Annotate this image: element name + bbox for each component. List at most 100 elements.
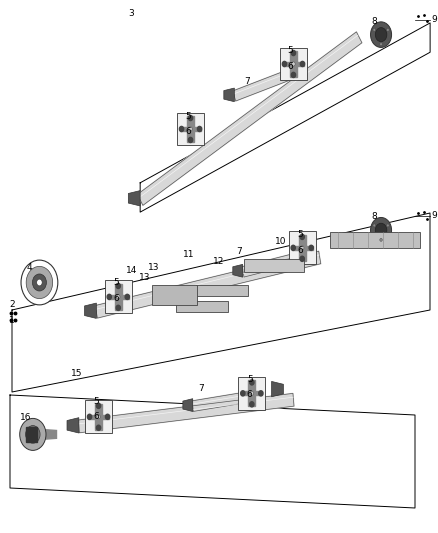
Circle shape	[291, 72, 296, 77]
Text: 9: 9	[431, 15, 438, 24]
Text: 7: 7	[198, 384, 205, 392]
Circle shape	[116, 284, 120, 288]
FancyBboxPatch shape	[85, 400, 112, 433]
Polygon shape	[224, 88, 234, 102]
Circle shape	[250, 380, 254, 385]
Circle shape	[125, 294, 129, 300]
Circle shape	[300, 61, 304, 67]
Text: 6: 6	[185, 127, 191, 135]
Circle shape	[189, 127, 192, 131]
Polygon shape	[242, 253, 299, 277]
Text: 8: 8	[371, 17, 377, 26]
Circle shape	[291, 245, 295, 251]
FancyBboxPatch shape	[176, 301, 228, 312]
Circle shape	[180, 126, 184, 132]
Polygon shape	[88, 404, 109, 430]
Polygon shape	[183, 399, 193, 411]
Circle shape	[20, 418, 46, 450]
Circle shape	[259, 391, 263, 396]
FancyBboxPatch shape	[105, 280, 132, 313]
Circle shape	[300, 256, 304, 261]
Circle shape	[373, 28, 375, 31]
Circle shape	[375, 28, 387, 42]
Text: 11: 11	[183, 251, 194, 259]
Circle shape	[380, 43, 382, 46]
Circle shape	[32, 274, 46, 291]
Circle shape	[88, 414, 92, 419]
Text: 10: 10	[275, 237, 286, 246]
Text: 16: 16	[20, 414, 31, 422]
Circle shape	[96, 425, 101, 430]
Text: 5: 5	[247, 375, 253, 384]
Circle shape	[283, 61, 286, 67]
Text: 9: 9	[431, 212, 438, 220]
Polygon shape	[192, 392, 248, 411]
Circle shape	[300, 246, 304, 250]
Circle shape	[188, 138, 193, 142]
Polygon shape	[128, 191, 140, 206]
Circle shape	[21, 260, 58, 305]
Polygon shape	[180, 116, 201, 142]
Text: 6: 6	[93, 413, 99, 421]
Circle shape	[26, 266, 53, 298]
Polygon shape	[292, 235, 313, 261]
Circle shape	[387, 28, 389, 31]
Text: 4: 4	[27, 263, 32, 272]
Polygon shape	[138, 32, 362, 205]
Text: 8: 8	[371, 213, 377, 221]
Circle shape	[96, 403, 101, 408]
Polygon shape	[95, 251, 321, 318]
Circle shape	[371, 22, 392, 47]
Circle shape	[250, 402, 254, 407]
Polygon shape	[108, 284, 129, 310]
Polygon shape	[85, 303, 96, 318]
FancyBboxPatch shape	[238, 377, 265, 410]
Circle shape	[387, 224, 389, 227]
Circle shape	[198, 126, 201, 132]
Circle shape	[107, 294, 111, 300]
FancyBboxPatch shape	[280, 47, 307, 80]
Text: 13: 13	[148, 263, 159, 272]
FancyBboxPatch shape	[244, 259, 304, 272]
Polygon shape	[67, 418, 79, 433]
Text: 5: 5	[185, 112, 191, 120]
Circle shape	[380, 238, 382, 241]
Text: 12: 12	[213, 257, 225, 265]
Text: 6: 6	[297, 246, 303, 255]
Circle shape	[291, 51, 296, 55]
Text: 14: 14	[126, 266, 137, 275]
Text: 5: 5	[297, 230, 303, 239]
Polygon shape	[233, 70, 288, 101]
Polygon shape	[26, 427, 37, 441]
Polygon shape	[272, 382, 283, 397]
Circle shape	[375, 223, 387, 237]
Circle shape	[371, 217, 392, 243]
Polygon shape	[233, 264, 243, 277]
Text: 7: 7	[236, 247, 242, 256]
Text: 5: 5	[113, 278, 119, 287]
Circle shape	[188, 116, 193, 120]
Circle shape	[106, 414, 110, 419]
Circle shape	[116, 305, 120, 310]
Circle shape	[292, 62, 295, 66]
Circle shape	[25, 425, 40, 443]
Text: 6: 6	[113, 294, 119, 303]
Circle shape	[97, 415, 100, 419]
Circle shape	[373, 224, 375, 227]
Text: 2: 2	[10, 301, 15, 309]
Polygon shape	[33, 429, 57, 440]
Text: 5: 5	[287, 46, 293, 55]
FancyBboxPatch shape	[152, 285, 197, 305]
Text: 15: 15	[71, 369, 82, 377]
Circle shape	[241, 391, 245, 396]
Circle shape	[250, 391, 254, 395]
Text: 13: 13	[139, 273, 150, 281]
Text: 6: 6	[287, 62, 293, 71]
Text: 6: 6	[247, 390, 253, 399]
Text: 3: 3	[128, 9, 134, 18]
Circle shape	[37, 279, 42, 286]
Polygon shape	[241, 381, 262, 406]
FancyBboxPatch shape	[196, 285, 248, 296]
Circle shape	[309, 245, 313, 251]
Text: 7: 7	[244, 77, 251, 85]
